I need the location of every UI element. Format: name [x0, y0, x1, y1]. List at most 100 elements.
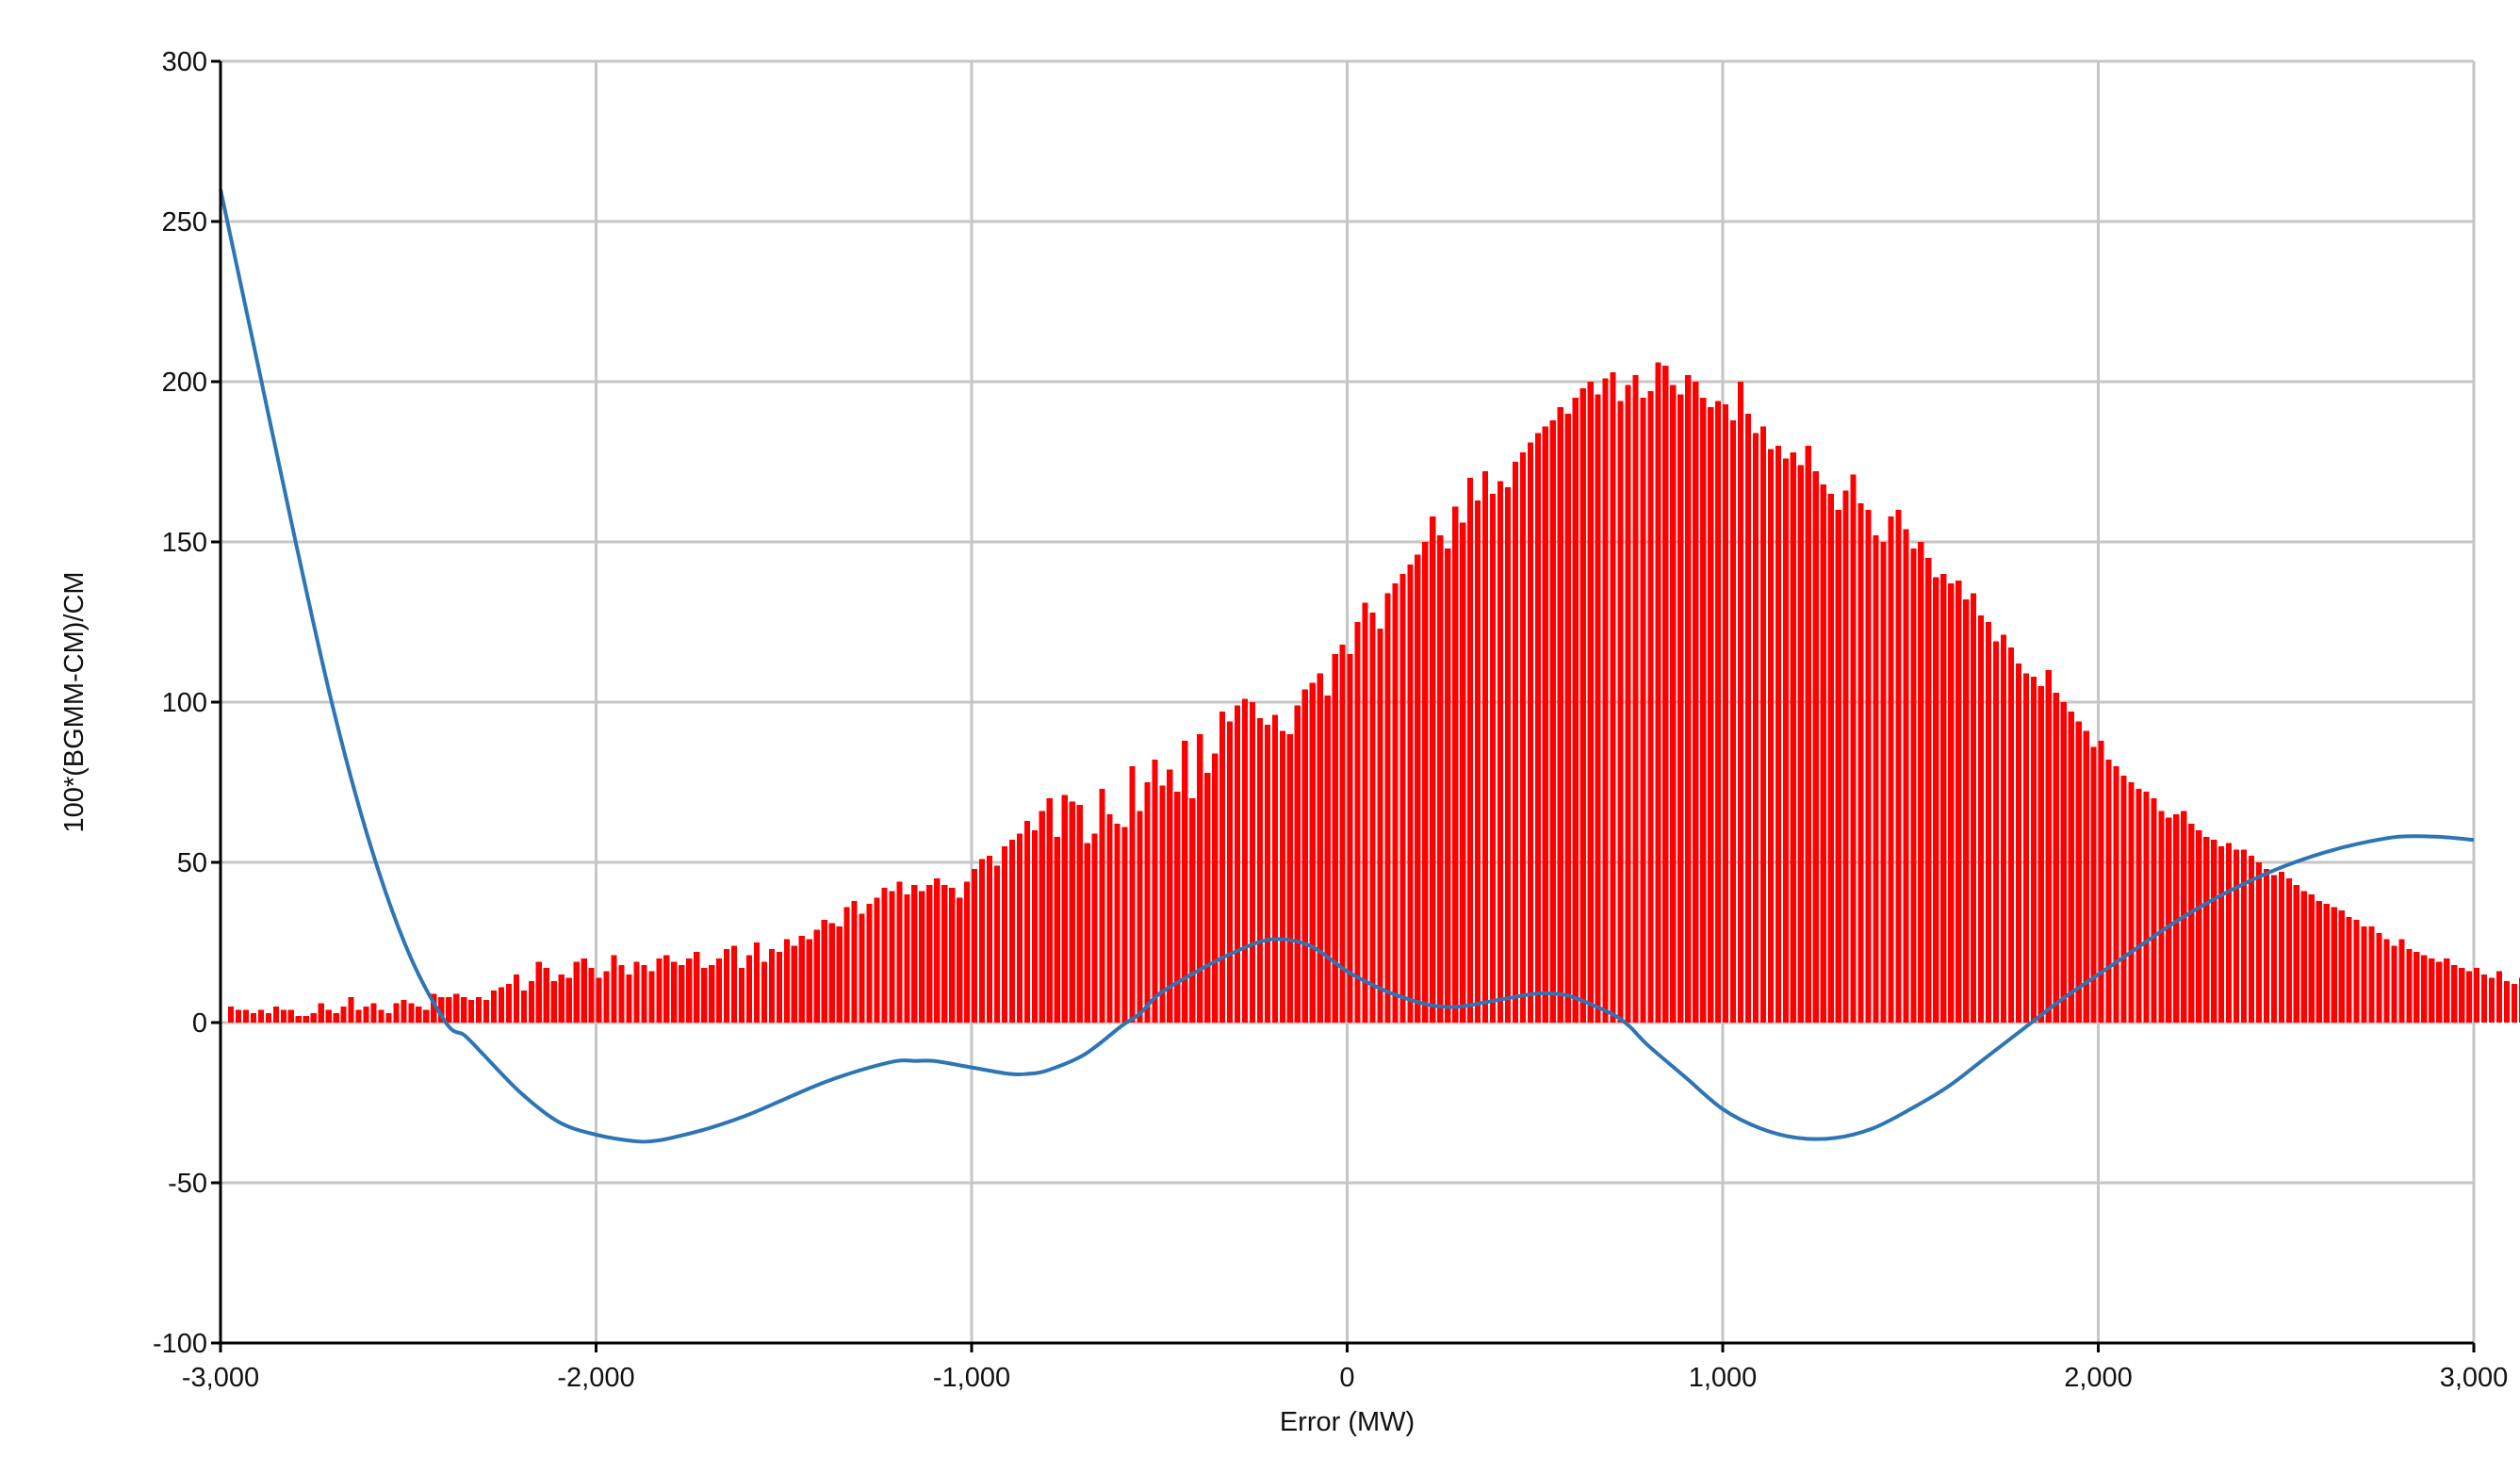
histogram-bar — [2203, 836, 2210, 1023]
histogram-bar — [1744, 414, 1752, 1023]
histogram-bar — [1137, 811, 1143, 1023]
histogram-bar — [2007, 647, 2015, 1023]
histogram-bar — [528, 980, 534, 1023]
histogram-bar — [1971, 593, 1977, 1023]
histogram-bar — [859, 913, 865, 1023]
histogram-bar — [1700, 398, 1707, 1023]
histogram-bar — [1820, 483, 1826, 1023]
histogram-bar — [1888, 516, 1894, 1023]
histogram-bar — [1527, 442, 1533, 1024]
histogram-bar — [287, 1009, 294, 1023]
histogram-bar — [896, 881, 903, 1023]
histogram-bar — [2015, 663, 2022, 1023]
histogram-bar — [1332, 654, 1338, 1023]
histogram-bar — [745, 955, 753, 1023]
histogram-bar — [1625, 385, 1631, 1023]
histogram-bar — [1880, 542, 1887, 1023]
x-axis-title: Error (MW) — [1280, 1407, 1415, 1437]
histogram-bar — [280, 1009, 286, 1023]
histogram-bar — [1895, 510, 1902, 1023]
histogram-bar — [686, 958, 693, 1023]
histogram-bar — [1489, 494, 1497, 1023]
histogram-bar — [1460, 522, 1466, 1023]
histogram-bar — [2323, 904, 2330, 1023]
y-tick-label: 250 — [162, 207, 207, 237]
histogram-bar — [1504, 487, 1512, 1023]
histogram-bar — [2068, 712, 2074, 1023]
x-tick-label: 0 — [1339, 1363, 1354, 1393]
histogram-bar — [2143, 792, 2150, 1023]
histogram-bar — [1617, 401, 1624, 1023]
histogram-bar — [272, 1007, 280, 1023]
histogram-bar — [904, 894, 910, 1023]
histogram-bar — [1129, 766, 1136, 1023]
histogram-bar — [964, 881, 971, 1023]
histogram-bar — [716, 958, 723, 1023]
histogram-bars — [227, 362, 2520, 1024]
histogram-bar — [611, 955, 617, 1023]
histogram-bar — [1677, 394, 1684, 1024]
histogram-bar — [798, 936, 805, 1023]
axes — [211, 59, 2476, 1352]
histogram-bar — [2511, 984, 2518, 1023]
histogram-bar — [2218, 846, 2225, 1023]
histogram-bar — [1512, 462, 1519, 1023]
histogram-bar — [2000, 634, 2007, 1023]
histogram-bar — [1204, 772, 1211, 1023]
histogram-bar — [783, 939, 790, 1023]
histogram-bar — [1865, 510, 1872, 1023]
histogram-bar — [828, 923, 835, 1023]
histogram-bar — [776, 952, 782, 1023]
histogram-bar — [2248, 856, 2255, 1023]
histogram-bar — [1159, 785, 1166, 1023]
y-axis-title: 100*(BGMM-CM)/CM — [59, 571, 90, 832]
histogram-bar — [1963, 599, 1970, 1023]
histogram-bar — [730, 945, 738, 1023]
histogram-bar — [2503, 980, 2511, 1023]
histogram-bar — [1286, 734, 1293, 1023]
histogram-bar — [257, 1009, 265, 1023]
histogram-bar — [393, 1003, 400, 1023]
histogram-bar — [723, 948, 730, 1023]
histogram-bar — [957, 897, 963, 1023]
x-tick-label: 2,000 — [2064, 1363, 2133, 1393]
histogram-bar — [1271, 714, 1279, 1023]
histogram-bar — [2429, 958, 2435, 1023]
histogram-bar — [2263, 868, 2270, 1023]
histogram-bar — [1723, 403, 1729, 1023]
histogram-bar — [2090, 746, 2097, 1023]
histogram-bar — [1106, 814, 1113, 1023]
histogram-bar — [1632, 375, 1639, 1023]
histogram-bar — [2053, 692, 2059, 1023]
histogram-bar — [2346, 916, 2352, 1023]
histogram-bar — [1152, 760, 1158, 1023]
histogram-bar — [1279, 730, 1285, 1023]
histogram-bar — [2480, 974, 2488, 1023]
histogram-bar — [911, 884, 918, 1023]
histogram-bar — [1595, 394, 1601, 1024]
histogram-bar — [701, 968, 708, 1023]
histogram-bar — [1497, 481, 1504, 1023]
histogram-bar — [1324, 696, 1331, 1023]
histogram-bar — [1264, 724, 1271, 1023]
histogram-bar — [1084, 843, 1090, 1023]
histogram-bar — [1933, 577, 1939, 1023]
histogram-bar — [2211, 840, 2217, 1023]
histogram-bar — [1693, 382, 1699, 1023]
histogram-bar — [1587, 382, 1594, 1023]
histogram-bar — [2338, 910, 2345, 1023]
histogram-bar — [2406, 948, 2413, 1023]
histogram-bar — [2233, 849, 2240, 1023]
histogram-bar — [1197, 734, 1203, 1023]
histogram-bar — [520, 991, 528, 1023]
histogram-bar — [1339, 644, 1346, 1023]
x-tick-label: -3,000 — [182, 1363, 259, 1393]
histogram-bar — [603, 971, 610, 1023]
histogram-bar — [1167, 769, 1173, 1023]
histogram-bar — [889, 891, 895, 1023]
histogram-bar — [1775, 446, 1782, 1023]
histogram-bar — [1226, 721, 1234, 1023]
histogram-bar — [1782, 458, 1789, 1024]
histogram-bar — [1955, 580, 1962, 1023]
histogram-bar — [679, 964, 685, 1023]
